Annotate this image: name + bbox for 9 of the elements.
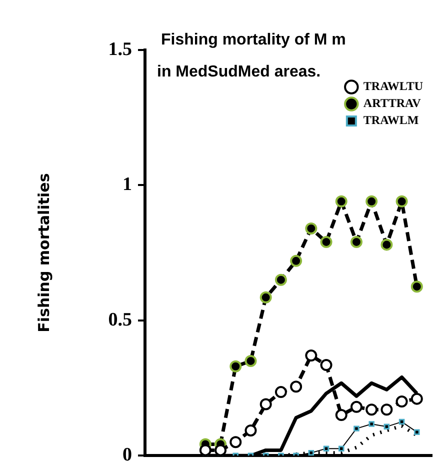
- legend-label: ARTTRAV: [363, 96, 422, 110]
- y-axis-title: Fishing mortalities: [34, 173, 53, 332]
- y-tick-label: 1.5: [108, 38, 132, 60]
- legend-label: TRAWLM: [363, 113, 419, 128]
- y-tick-label: 0: [122, 444, 132, 466]
- y-tick-label: 0.5: [108, 309, 132, 330]
- legend-label: TRAWLTU: [363, 79, 424, 94]
- chart-title: Fishing mortality of M m in MedSudMed areas.: [157, 31, 346, 80]
- y-tick-label: 1: [122, 174, 132, 196]
